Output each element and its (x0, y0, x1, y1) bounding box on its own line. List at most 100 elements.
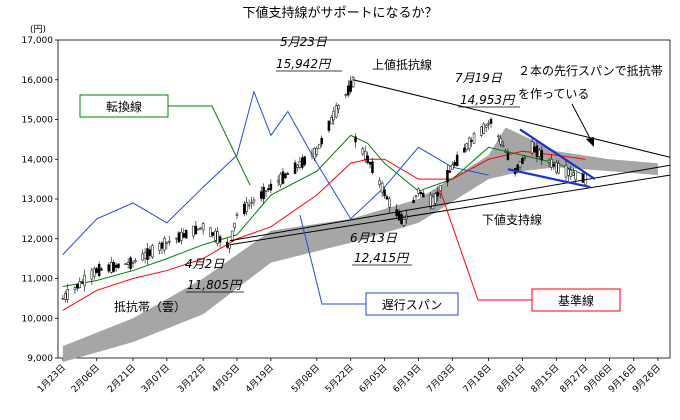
conversion-line-leader (168, 105, 251, 186)
candle-body (504, 150, 507, 153)
x-tick-label: 3月22日 (176, 362, 209, 395)
candle-body (467, 137, 471, 149)
candle-body (83, 274, 86, 287)
y-tick-label: 15,000 (22, 116, 54, 126)
candle-body (431, 196, 435, 210)
apr2-price-label: 11,805円 (187, 278, 243, 292)
candle-body (163, 238, 166, 251)
candle-body (124, 263, 127, 266)
candle-body (497, 135, 500, 138)
y-tick-label: 9,000 (27, 354, 53, 364)
candle-body (141, 253, 144, 261)
apr2-date-label: 4月2日 (185, 257, 225, 271)
candle-body (347, 85, 350, 96)
candle-body (112, 262, 115, 272)
candle-body (368, 161, 372, 165)
candle-body (463, 147, 466, 153)
candle-body (264, 190, 268, 193)
jun13-price-label: 12,415円 (354, 251, 410, 265)
senko-note-line1: ２本の先行スパンで抵抗帯 (518, 63, 663, 78)
y-axis: 9,000 10,000 11,000 12,000 13,000 14,000 15,00… (22, 36, 58, 364)
candle-body (533, 146, 536, 152)
may23-price-label: 15,942円 (276, 57, 332, 71)
candle-body (455, 154, 459, 166)
lagging-span-line (62, 90, 489, 255)
kumo-cloud-band (62, 127, 658, 362)
candle-body (213, 230, 217, 241)
x-tick-label: 8月01日 (495, 362, 528, 395)
upper-resistance-line (352, 79, 671, 158)
triangle-trendline (507, 168, 591, 189)
upper-resistance-label: 上値抵抗線 (372, 57, 432, 72)
y-tick-label: 16,000 (22, 76, 54, 86)
candle-body (151, 245, 154, 258)
candle-body (301, 157, 304, 168)
x-tick-label: 6月05日 (357, 362, 390, 395)
candle-body (303, 156, 306, 165)
y-tick-label: 12,000 (22, 235, 54, 245)
candle-body (114, 264, 118, 268)
candle-body (230, 230, 234, 242)
x-tick-label: 6月19日 (391, 362, 424, 395)
candle-body (226, 241, 229, 248)
conversion-line-callout-label: 転換線 (106, 99, 142, 114)
candle-body (182, 233, 186, 238)
y-tick-label: 17,000 (22, 36, 54, 46)
candle-body (363, 150, 367, 160)
candle-body (177, 232, 181, 243)
candle-body (235, 213, 239, 216)
candle-body (434, 193, 437, 204)
candle-body (516, 164, 519, 172)
y-tick-label: 10,000 (22, 314, 54, 324)
candle-body (327, 120, 331, 131)
y-tick-label: 11,000 (22, 275, 54, 285)
candle-body (184, 230, 188, 239)
candle-body (571, 172, 575, 176)
candle-body (243, 203, 246, 215)
candle-body (354, 136, 357, 143)
candle-body (233, 222, 236, 229)
lower-support-label: 下値支持線 (482, 212, 542, 227)
candle-body (487, 123, 490, 125)
candle-body (414, 195, 418, 198)
x-tick-label: 1月23日 (35, 362, 68, 395)
y-tick-label: 13,000 (22, 195, 54, 205)
candle-body (337, 105, 340, 110)
base-line (62, 150, 586, 311)
x-tick-label: 5月22日 (323, 362, 356, 395)
senko-note-arrowhead (586, 137, 594, 147)
candle-body (293, 162, 297, 174)
candle-body (197, 228, 200, 231)
candle-body (160, 242, 164, 249)
candle-body (269, 183, 273, 191)
candle-body (201, 223, 205, 231)
candle-body (165, 241, 169, 244)
y-unit-label: (円) (30, 24, 46, 35)
y-tick-label: 14,000 (22, 155, 54, 165)
base-line-leader (439, 189, 532, 301)
candle-body (158, 243, 161, 251)
candle-body (555, 162, 558, 173)
candle-body (361, 148, 365, 155)
candle-body (567, 168, 570, 176)
candle-body (117, 263, 120, 268)
candle-body (313, 147, 316, 159)
candle-body (574, 170, 577, 180)
candle-body (378, 180, 381, 185)
candle-body (366, 155, 369, 163)
candle-body (569, 169, 573, 177)
candle-body (499, 138, 502, 145)
candle-body (412, 199, 415, 204)
candle-body (465, 143, 469, 151)
candle-body (422, 192, 425, 198)
candle-body (332, 110, 336, 121)
candle-body (64, 293, 67, 300)
candle-body (76, 284, 79, 289)
candle-body (93, 268, 96, 277)
candle-body (472, 133, 476, 144)
jul19-date-label: 7月19日 (455, 71, 503, 85)
candle-body (262, 186, 265, 200)
candle-body (448, 170, 452, 173)
candle-body (180, 231, 183, 241)
candle-body (245, 202, 248, 212)
